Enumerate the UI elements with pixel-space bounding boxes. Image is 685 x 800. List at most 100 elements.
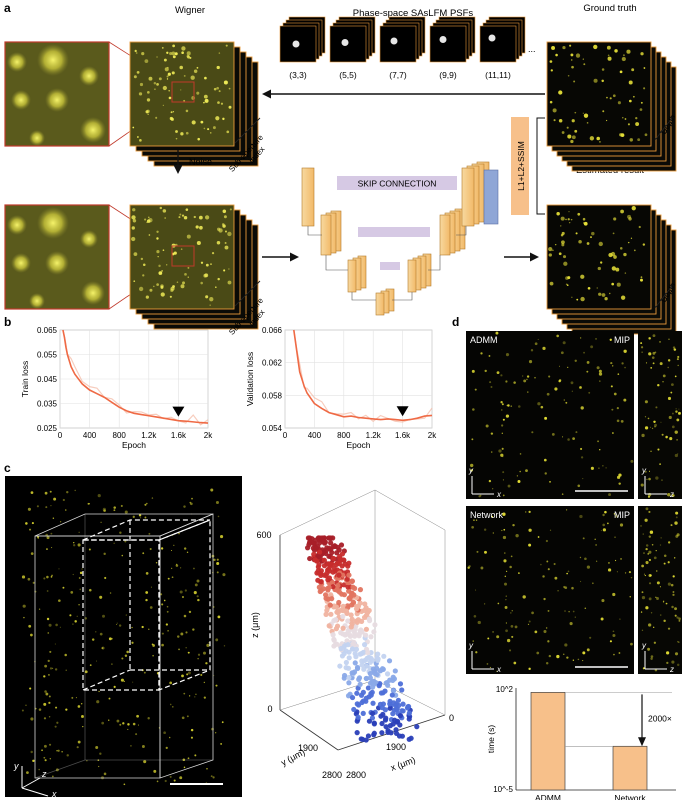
image-spot [644, 400, 648, 404]
image-spot [654, 351, 657, 354]
volume-spot [38, 608, 41, 610]
volume-spot [51, 574, 53, 577]
volume-spot [58, 568, 60, 570]
cell-spot [217, 277, 220, 281]
scatter-point [400, 701, 406, 707]
cell-spot [216, 227, 221, 231]
image-spot [505, 595, 507, 597]
image-spot [618, 652, 621, 654]
volume-spot [138, 513, 142, 517]
axis-z-label: z [669, 665, 674, 674]
scatter-point [317, 549, 323, 555]
image-spot [648, 558, 652, 562]
volume-spot [103, 772, 107, 776]
scatter-point [316, 554, 322, 560]
image-spot [496, 670, 498, 672]
image-spot [477, 620, 481, 625]
volume-spot [30, 552, 34, 555]
volume-spot [104, 576, 107, 580]
image-spot [501, 409, 503, 411]
cell-spot [583, 113, 589, 118]
cell-spot [627, 214, 632, 219]
loss-label: L1+L2+SSIM [516, 141, 526, 191]
volume-spot [57, 749, 60, 752]
volume-spot [194, 696, 196, 698]
cell-spot [596, 287, 598, 289]
image-spot [645, 362, 648, 364]
cell-spot [166, 51, 169, 54]
cell-spot [216, 65, 220, 70]
volume-spot [66, 754, 69, 757]
volume-spot [73, 541, 75, 544]
cell-spot [591, 231, 595, 236]
image-spot [651, 356, 655, 359]
volume-spot [79, 571, 83, 575]
volume-render [5, 476, 242, 797]
cell-spot [131, 236, 136, 242]
image-spot [678, 411, 681, 415]
image-spot [655, 596, 657, 598]
image-spot [619, 618, 621, 620]
scatter-point [345, 618, 351, 624]
scatter-point [341, 672, 348, 679]
image-spot [572, 659, 575, 661]
volume-spot [102, 614, 105, 618]
image-spot [514, 625, 518, 629]
skip-connection-label: SKIP CONNECTION [358, 179, 437, 189]
image-spot [651, 427, 654, 430]
volume-spot [96, 700, 100, 704]
image-spot [653, 641, 657, 644]
cell-spot [586, 121, 589, 124]
cell-spot [626, 49, 631, 54]
cell-spot [571, 119, 575, 123]
cell-spot [570, 53, 574, 57]
scatter-point [361, 642, 368, 648]
cell-spot [144, 218, 147, 221]
scatter-point [381, 653, 387, 659]
scatter-point [406, 710, 412, 716]
cell-spot [147, 90, 150, 94]
image-spot [544, 472, 547, 475]
scatter-z-label: z (μm) [250, 612, 260, 638]
image-spot [604, 510, 607, 514]
image-spot [612, 630, 615, 633]
cell-spot [565, 218, 567, 221]
scatter-point [346, 674, 352, 681]
image-spot [505, 570, 508, 572]
cell-spot [204, 98, 209, 103]
cell-spot [187, 266, 190, 269]
volume-spot [65, 708, 68, 711]
image-spot [617, 373, 620, 375]
cell-spot [200, 261, 204, 264]
cell-spot [156, 230, 159, 233]
volume-spot [118, 624, 122, 627]
volume-spot [169, 775, 172, 778]
cell-spot [156, 237, 159, 240]
scatter-point [379, 720, 385, 727]
volume-spot [142, 552, 145, 555]
scatter-point [335, 544, 341, 550]
volume-spot [181, 595, 185, 599]
volume-spot [26, 771, 29, 774]
image-spot [534, 376, 536, 379]
volume-spot [210, 488, 214, 492]
cell-spot [590, 236, 592, 239]
image-spot [560, 351, 564, 355]
scatter-point [348, 624, 354, 630]
volume-spot [62, 498, 65, 502]
volume-spot [22, 604, 26, 608]
volume-spot [78, 603, 80, 606]
cell-spot [132, 126, 135, 129]
scatter-point [340, 613, 346, 620]
image-spot [650, 655, 654, 658]
y-tick-label: 0.055 [37, 351, 58, 360]
image-spot [518, 572, 520, 574]
unet-block [375, 292, 385, 316]
image-spot [652, 334, 656, 338]
cell-spot [637, 138, 641, 142]
cell-spot [155, 116, 158, 119]
image-spot [667, 561, 670, 564]
cell-spot [631, 206, 636, 211]
image-spot [640, 483, 644, 487]
volume-spot [124, 654, 128, 658]
